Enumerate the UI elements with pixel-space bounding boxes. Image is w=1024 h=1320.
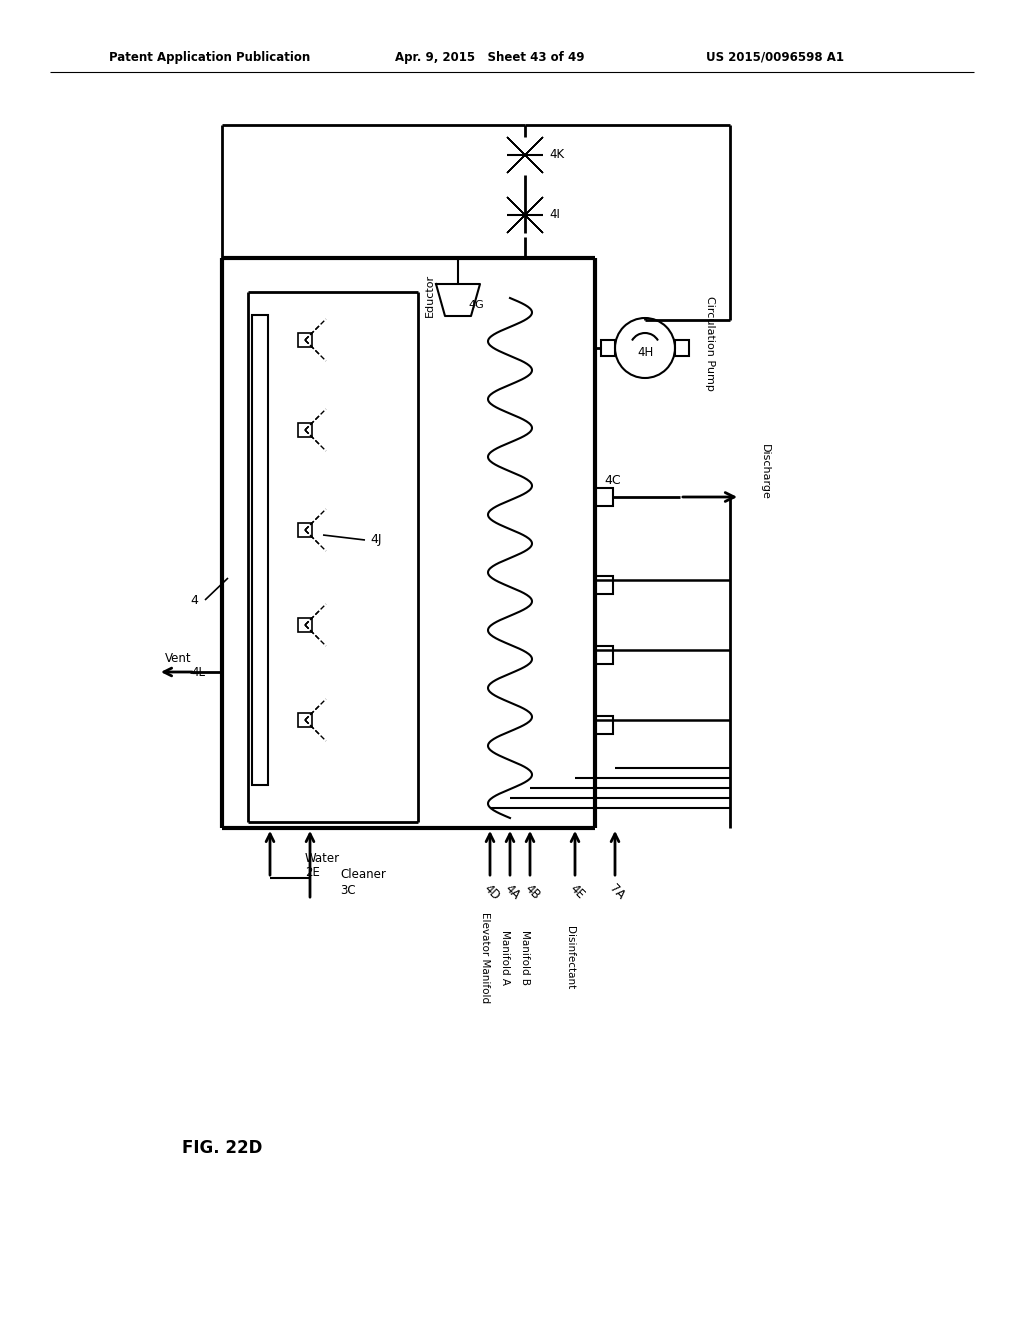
Bar: [252, 315, 268, 785]
Bar: [601, 341, 615, 356]
Text: 7A: 7A: [607, 882, 627, 902]
Text: Manifold B: Manifold B: [520, 931, 530, 986]
Text: 4B: 4B: [522, 882, 542, 902]
Text: 4K: 4K: [549, 149, 564, 161]
Text: 4L: 4L: [191, 667, 205, 680]
Bar: [675, 341, 689, 356]
Bar: [298, 422, 312, 437]
Polygon shape: [507, 137, 543, 173]
Bar: [298, 523, 312, 537]
Text: Manifold A: Manifold A: [500, 931, 510, 986]
Text: 4: 4: [190, 594, 198, 606]
Text: 4A: 4A: [502, 882, 522, 902]
Text: Disinfectant: Disinfectant: [565, 927, 575, 990]
Text: 3C: 3C: [340, 883, 355, 896]
Bar: [595, 645, 613, 664]
Text: FIG. 22D: FIG. 22D: [182, 1139, 262, 1158]
Bar: [595, 715, 613, 734]
Text: 4I: 4I: [549, 209, 560, 222]
Text: 4G: 4G: [468, 300, 483, 310]
Text: Circulation Pump: Circulation Pump: [705, 296, 715, 391]
Text: Eductor: Eductor: [425, 273, 435, 317]
Text: Water: Water: [305, 851, 340, 865]
Text: US 2015/0096598 A1: US 2015/0096598 A1: [706, 50, 844, 63]
Bar: [298, 333, 312, 347]
Text: 4H: 4H: [637, 346, 653, 359]
Text: 4D: 4D: [481, 882, 503, 903]
Text: Discharge: Discharge: [760, 444, 770, 500]
Bar: [595, 488, 613, 506]
Polygon shape: [507, 197, 543, 234]
Text: 4J: 4J: [370, 533, 382, 546]
Text: Cleaner: Cleaner: [340, 869, 386, 882]
Text: Vent: Vent: [165, 652, 193, 664]
Text: 2E: 2E: [305, 866, 319, 879]
Polygon shape: [507, 137, 543, 173]
Bar: [595, 576, 613, 594]
Text: 4C: 4C: [605, 474, 622, 487]
Bar: [298, 618, 312, 632]
Text: Elevator Manifold: Elevator Manifold: [480, 912, 490, 1003]
Bar: [298, 713, 312, 727]
Text: Apr. 9, 2015   Sheet 43 of 49: Apr. 9, 2015 Sheet 43 of 49: [395, 50, 585, 63]
Text: Patent Application Publication: Patent Application Publication: [110, 50, 310, 63]
Text: 4E: 4E: [567, 882, 587, 902]
Polygon shape: [507, 197, 543, 234]
